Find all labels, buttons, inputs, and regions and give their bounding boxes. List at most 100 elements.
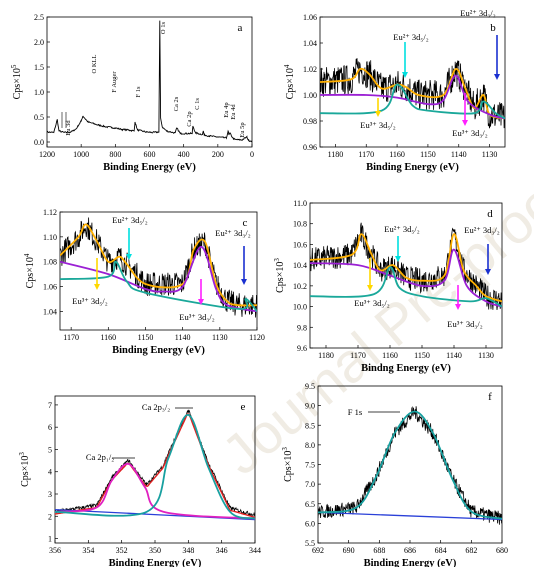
y-tick-label: 1.06 [43, 283, 57, 292]
y-tick-label: 1.02 [303, 65, 317, 74]
peak-annotation: Ca 2p [186, 111, 193, 126]
x-tick-label: 1160 [389, 150, 405, 159]
y-tick-label: 1.00 [303, 91, 317, 100]
plot-frame [317, 385, 503, 544]
y-axis-label: Cps×103 [273, 258, 286, 293]
watermark: Journal Pre-proof [210, 160, 534, 487]
fit-eu3-fit [60, 245, 257, 313]
panel-letter: e [241, 401, 246, 413]
y-tick-label: 10.0 [293, 303, 307, 312]
y-tick-label: 10.4 [293, 261, 307, 270]
y-axis-label: Cps×104 [283, 64, 296, 99]
y-tick-label: 0.5 [34, 113, 44, 122]
x-tick-label: 1150 [420, 150, 436, 159]
x-tick-label: 354 [82, 546, 94, 555]
peak-annotation: Eu³⁺ 3d₃/₂ [447, 319, 482, 329]
peak-arrow-head [94, 284, 100, 290]
peak-annotation: Eu²⁺ 3d₃/₂ [464, 225, 499, 235]
fit-eu3-fit [310, 248, 502, 308]
panel-letter: a [238, 22, 243, 34]
panel-d: 1180 1170 1160 1150 1140 1130 9.6 9.8 10.0 10.2 10… [273, 199, 503, 374]
peak-annotation: Eu³⁺ 3d₅/₂ [72, 296, 107, 306]
y-tick-label: 3 [48, 490, 52, 499]
panel-letter: c [243, 217, 248, 229]
peak-annotation: F 1s [348, 407, 362, 417]
peak-annotation: C 1s [194, 98, 201, 110]
y-axis-label: Cps×104 [23, 253, 36, 288]
x-tick-label: 692 [312, 546, 324, 555]
x-tick-label: 684 [435, 546, 447, 555]
y-tick-label: 1.12 [43, 208, 57, 217]
y-axis-exponent: 3 [18, 452, 26, 456]
x-tick-label: 1160 [100, 333, 116, 342]
y-tick-label: 1.08 [43, 258, 57, 267]
y-tick-label: 1.10 [43, 233, 57, 242]
peak-annotation: Eu³⁺ 3d₅/₂ [354, 298, 389, 308]
x-tick-label: 682 [465, 546, 477, 555]
y-tick-label: 6.0 [305, 519, 315, 528]
peak-arrow-head [455, 304, 461, 310]
fit-background [55, 508, 255, 521]
y-tick-label: 10.8 [293, 220, 307, 229]
x-tick-label: 1180 [318, 351, 334, 360]
peak-annotation: Eu²⁺ 3d₅/₂ [393, 32, 428, 42]
plot-frame [59, 211, 258, 331]
y-tick-label: 2.0 [34, 38, 44, 47]
fit-background [318, 511, 502, 521]
x-tick-label: 346 [216, 546, 228, 555]
peak-annotation: Eu²⁺ 3d₅/₂ [384, 224, 419, 234]
peak-arrow-head [375, 111, 381, 117]
x-tick-label: 1130 [212, 333, 228, 342]
y-axis-label: Cps×103 [18, 452, 31, 487]
panel-f: 692 690 688 686 684 682 680 5.5 6.0 6.5 7.0 7.5 8.0 8… [281, 382, 508, 567]
x-tick-label: 1140 [446, 351, 462, 360]
peak-annotation: F 1s [135, 86, 142, 97]
y-tick-label: 1.5 [34, 63, 44, 72]
x-tick-label: 1140 [175, 333, 191, 342]
y-tick-label: 5 [48, 445, 52, 454]
x-tick-label: 1170 [358, 150, 374, 159]
y-tick-label: 10.2 [293, 282, 307, 291]
y-tick-label: 5.5 [305, 539, 315, 548]
peak-arrow-head [402, 72, 408, 78]
x-tick-label: 1140 [451, 150, 467, 159]
x-tick-label: 1150 [414, 351, 430, 360]
y-axis-exponent: 3 [273, 258, 281, 262]
y-tick-label: 1.0 [34, 88, 44, 97]
x-tick-label: 352 [116, 546, 128, 555]
x-tick-label: 1130 [482, 150, 498, 159]
y-tick-label: 9.5 [305, 382, 315, 391]
fit-envelope [320, 67, 505, 120]
y-tick-label: 0.96 [303, 143, 317, 152]
x-tick-label: 1150 [138, 333, 154, 342]
raw-data-line [318, 406, 502, 525]
peak-annotation: Eu²⁺ 3d₅/₂ [112, 215, 147, 225]
peak-annotation: O 1s [160, 21, 167, 34]
y-tick-label: 6 [48, 423, 52, 432]
fit-eu2-fit [320, 83, 505, 120]
fit-eu2-fit [60, 260, 257, 313]
y-tick-label: 1.06 [303, 13, 317, 22]
panel-a: 1200 1000 800 600 400 200 0 0.0 0.5 1.0 1.5 2.0 2.5 B… [10, 13, 254, 173]
y-tick-label: 6.5 [305, 500, 315, 509]
plot-area [310, 222, 502, 311]
x-axis-label: Bindng Energy (eV) [361, 363, 451, 374]
x-tick-label: 800 [109, 150, 121, 159]
x-tick-label: 356 [49, 546, 61, 555]
peak-annotation: Eu³⁺ 3d₃/₂ [452, 128, 487, 138]
x-tick-label: 1180 [328, 150, 344, 159]
panel-b: 1180 1170 1160 1150 1140 1130 0.96 0.98 1.00 1.02… [283, 8, 506, 173]
fit-f1s-fit [318, 410, 502, 520]
peak-arrow-head [198, 299, 204, 305]
watermark-text: Journal Pre-proof [210, 160, 534, 487]
fit-ca-2p1-2 [55, 462, 255, 520]
x-tick-label: 350 [149, 546, 161, 555]
panel-c: 1170 1160 1150 1140 1130 1120 1.04 1.06 1.08 1.10… [23, 208, 265, 356]
x-tick-label: 686 [404, 546, 416, 555]
x-axis-label: Binding Energy (eV) [366, 162, 459, 173]
x-tick-label: 1130 [478, 351, 494, 360]
x-tick-label: 0 [250, 150, 254, 159]
plot-area [55, 409, 255, 521]
x-tick-label: 690 [343, 546, 355, 555]
